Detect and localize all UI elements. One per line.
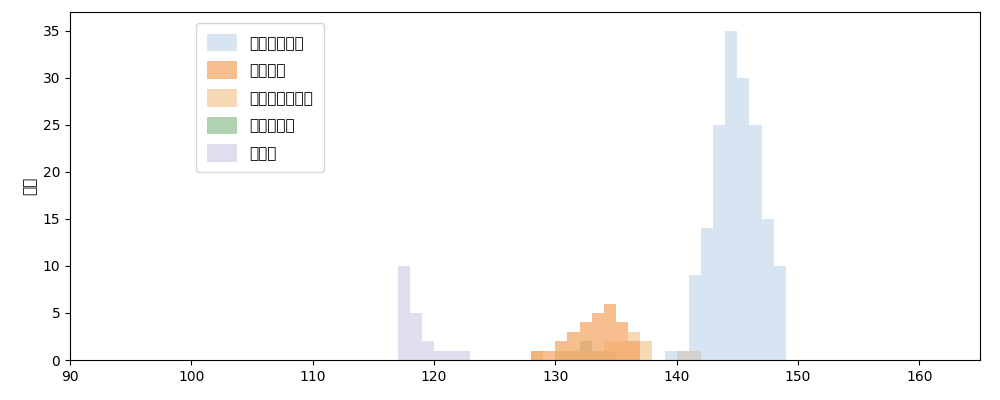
Bar <box>749 125 762 360</box>
Bar <box>604 304 616 360</box>
Bar <box>737 78 749 360</box>
Bar <box>410 313 422 360</box>
Bar <box>434 350 446 360</box>
Bar <box>446 350 458 360</box>
Bar <box>677 350 689 360</box>
Bar <box>592 350 604 360</box>
Bar <box>592 350 604 360</box>
Bar <box>555 350 567 360</box>
Bar <box>701 228 713 360</box>
Bar <box>774 266 786 360</box>
Bar <box>725 31 737 360</box>
Bar <box>628 332 640 360</box>
Bar <box>567 332 580 360</box>
Bar <box>604 341 616 360</box>
Bar <box>616 322 628 360</box>
Bar <box>640 341 652 360</box>
Legend: カットボール, フォーク, チェンジアップ, スライダー, カーブ: カットボール, フォーク, チェンジアップ, スライダー, カーブ <box>196 23 324 172</box>
Bar <box>422 341 434 360</box>
Bar <box>458 350 470 360</box>
Bar <box>543 350 555 360</box>
Bar <box>665 350 677 360</box>
Bar <box>677 350 689 360</box>
Bar <box>628 341 640 360</box>
Bar <box>555 350 567 360</box>
Bar <box>616 341 628 360</box>
Bar <box>398 266 410 360</box>
Bar <box>689 350 701 360</box>
Bar <box>604 350 616 360</box>
Bar <box>531 350 543 360</box>
Bar <box>689 275 701 360</box>
Bar <box>762 219 774 360</box>
Bar <box>531 350 543 360</box>
Bar <box>580 341 592 360</box>
Y-axis label: 球数: 球数 <box>22 177 37 195</box>
Bar <box>580 350 592 360</box>
Bar <box>555 341 567 360</box>
Bar <box>567 350 580 360</box>
Bar <box>567 350 580 360</box>
Bar <box>713 125 725 360</box>
Bar <box>592 313 604 360</box>
Bar <box>580 322 592 360</box>
